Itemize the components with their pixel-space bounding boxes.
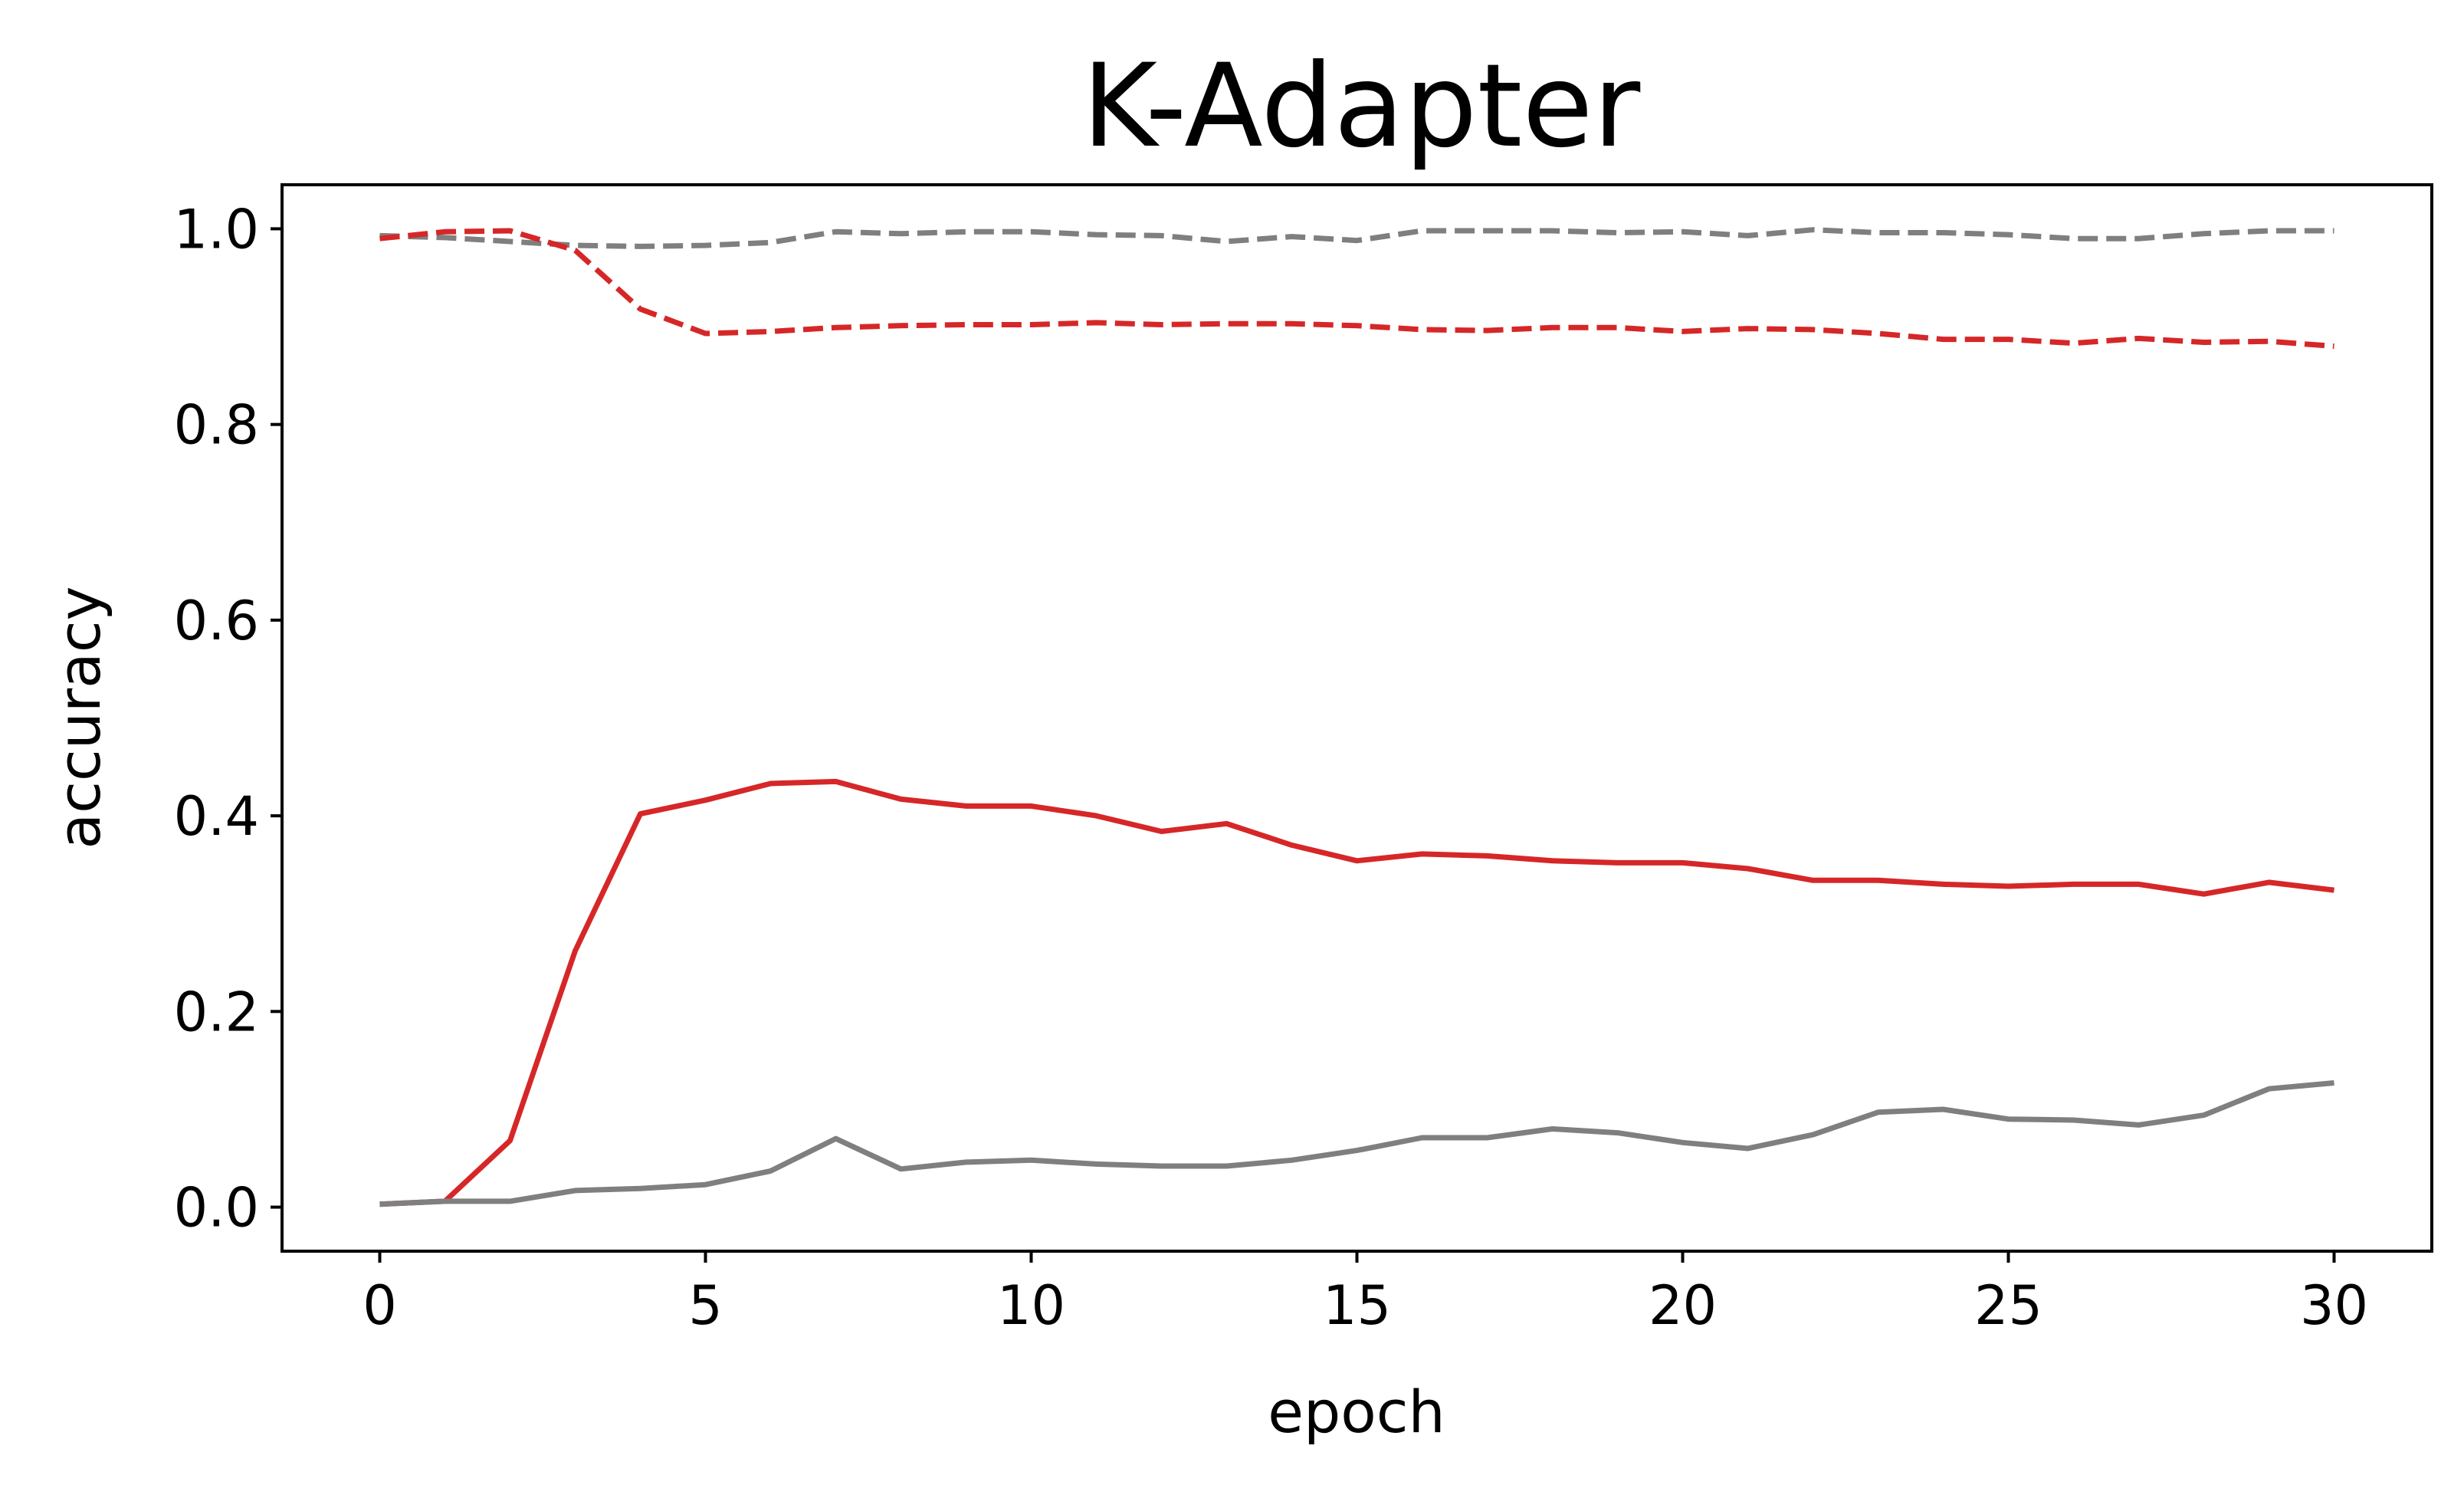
series-line-3-solid — [379, 778, 2334, 1207]
y-tick-label: 0.2 — [174, 981, 259, 1043]
y-axis: 0.0 0.2 0.4 0.6 0.8 1.0 — [174, 198, 282, 1240]
x-tick-label: 25 — [1974, 1274, 2042, 1337]
x-tick-label: 20 — [1649, 1274, 1717, 1337]
series-line-2-dashed — [379, 228, 2334, 350]
x-tick-label: 10 — [997, 1274, 1065, 1337]
plot-frame — [281, 183, 2433, 1253]
x-tick-label: 5 — [688, 1274, 723, 1337]
x-tick-label: 15 — [1323, 1274, 1391, 1337]
x-tick-label: 30 — [2300, 1274, 2368, 1337]
y-tick-label: 0.8 — [174, 394, 259, 457]
y-tick-label: 1.0 — [174, 198, 259, 261]
chart-title: K-Adapter — [1082, 40, 1641, 173]
x-axis: 0 5 10 15 20 25 30 — [363, 1251, 2368, 1337]
y-axis-label: accuracy — [45, 586, 113, 849]
y-tick-label: 0.6 — [174, 590, 259, 652]
x-axis-label: epoch — [1268, 1378, 1445, 1446]
y-tick-label: 0.4 — [174, 785, 259, 848]
plot-area — [379, 227, 2334, 1207]
series-line-4-solid — [379, 1080, 2334, 1207]
y-tick-label: 0.0 — [174, 1177, 259, 1240]
x-tick-label: 0 — [363, 1274, 397, 1337]
series-line-1-dashed — [379, 227, 2334, 249]
